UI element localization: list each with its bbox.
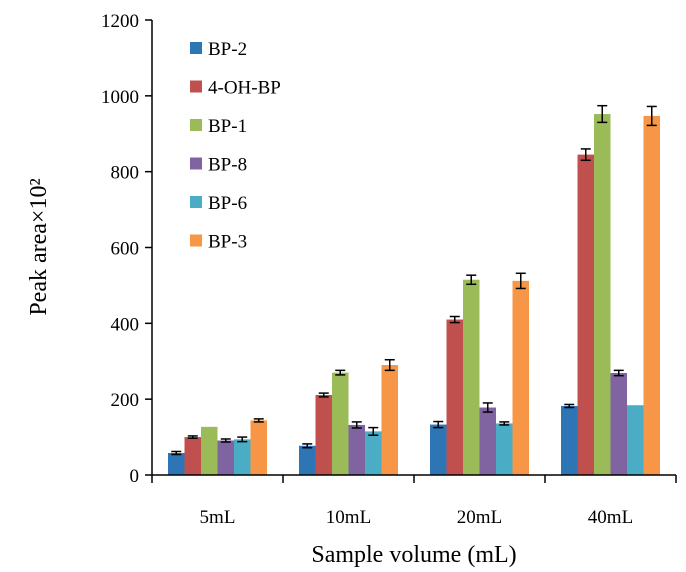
y-tick-label: 1000 [101,87,139,108]
bar-bp-1-5ml [201,426,218,475]
bar-4-oh-bp-40ml [577,154,594,475]
x-tick-label: 20mL [457,507,502,528]
y-tick-label: 1200 [101,11,139,32]
legend-label: 4-OH-BP [208,78,281,99]
bar-4-oh-bp-5ml [184,437,201,475]
bar-bp-3-20ml [512,280,529,475]
bar-bp-3-5ml [250,420,267,475]
bar-bp-2-5ml [168,453,185,475]
bar-bp-6-5ml [234,439,251,475]
y-ticks: 0 200 400 600 800 1000 1200 [101,11,152,487]
legend-label: BP-8 [208,155,247,176]
x-tick-label: 40mL [588,507,633,528]
legend-swatch [190,196,202,208]
bar-bp-3-40ml [643,115,660,475]
bar-bp-8-5ml [217,440,234,475]
bar-bp-8-40ml [610,373,627,475]
bar-bp-2-10ml [299,445,316,475]
bars-layer [168,114,660,476]
x-tick-label: 5mL [200,507,236,528]
legend-swatch [190,234,202,247]
bar-bp-6-40ml [627,405,644,475]
bar-bp-8-10ml [348,424,365,475]
y-axis-title: Peak area×10² [26,178,52,315]
bar-4-oh-bp-10ml [315,394,332,475]
legend-label: BP-6 [208,193,247,214]
legend-label: BP-2 [208,39,247,60]
bar-bp-8-20ml [479,407,496,475]
bar-bp-6-20ml [496,423,513,475]
legend-swatch [190,42,202,54]
y-tick-label: 200 [111,390,140,411]
y-tick-label: 0 [130,466,140,487]
y-tick-label: 800 [111,163,140,184]
bar-bp-1-40ml [594,114,611,476]
bar-bp-2-20ml [430,424,447,475]
legend-swatch [190,157,202,170]
bar-bp-3-10ml [381,365,398,475]
bar-bp-1-10ml [332,372,349,475]
x-ticks: 5mL 10mL 20mL 40mL [151,475,677,528]
bar-bp-2-40ml [561,405,578,475]
x-axis-title: Sample volume (mL) [311,542,516,568]
legend-swatch [190,119,202,131]
x-tick-label: 10mL [326,507,371,528]
legend-label: BP-3 [208,232,247,253]
error-bars-layer [171,104,657,456]
y-tick-label: 600 [111,239,140,260]
legend-label: BP-1 [208,116,247,137]
legend-swatch [190,80,202,93]
bar-bp-6-10ml [365,431,382,475]
legend: BP-2 4-OH-BP BP-1 BP-8 BP-6 BP-3 [190,39,281,253]
y-tick-label: 400 [111,314,140,335]
bar-4-oh-bp-20ml [446,319,463,475]
bar-bp-1-20ml [463,279,480,475]
